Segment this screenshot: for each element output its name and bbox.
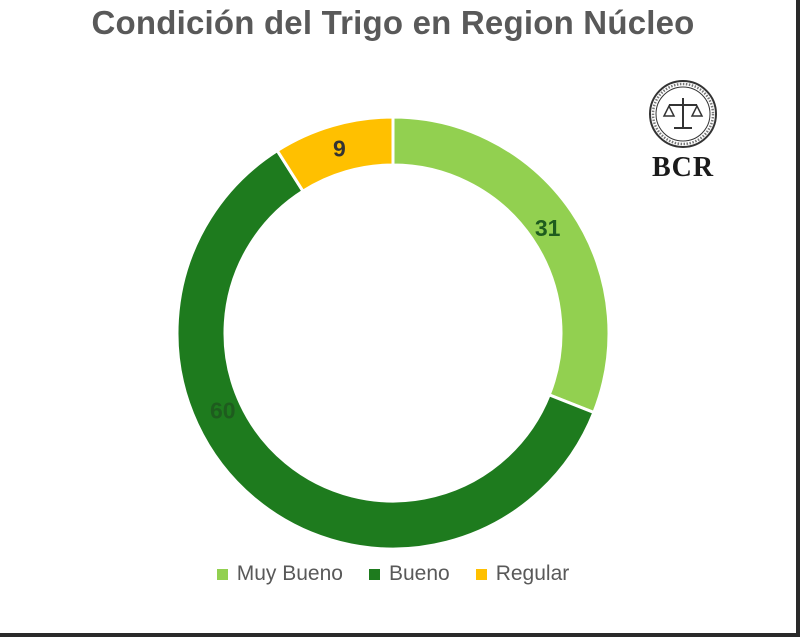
donut-chart: 31 60 9 [175, 115, 611, 551]
chart-legend: Muy Bueno Bueno Regular [0, 562, 786, 586]
legend-label: Regular [495, 562, 570, 585]
data-label-bueno: 60 [210, 397, 236, 423]
legend-item-muy-bueno: Muy Bueno [216, 562, 343, 586]
bcr-seal-icon [649, 80, 717, 148]
slice-bueno [175, 148, 596, 551]
legend-item-bueno: Bueno [368, 562, 450, 586]
bcr-logo: BCR [640, 78, 726, 188]
legend-swatch [475, 568, 487, 580]
data-label-regular: 9 [333, 136, 346, 162]
legend-swatch [368, 568, 380, 580]
legend-label: Bueno [388, 562, 450, 585]
legend-item-regular: Regular [475, 562, 570, 586]
legend-label: Muy Bueno [236, 562, 343, 585]
legend-swatch [216, 568, 228, 580]
slice-regular [275, 115, 395, 194]
slice-muy-bueno [391, 115, 611, 415]
data-label-muy-bueno: 31 [535, 215, 561, 241]
chart-title: Condición del Trigo en Region Núcleo [91, 4, 695, 41]
bcr-logo-text: BCR [651, 152, 715, 183]
